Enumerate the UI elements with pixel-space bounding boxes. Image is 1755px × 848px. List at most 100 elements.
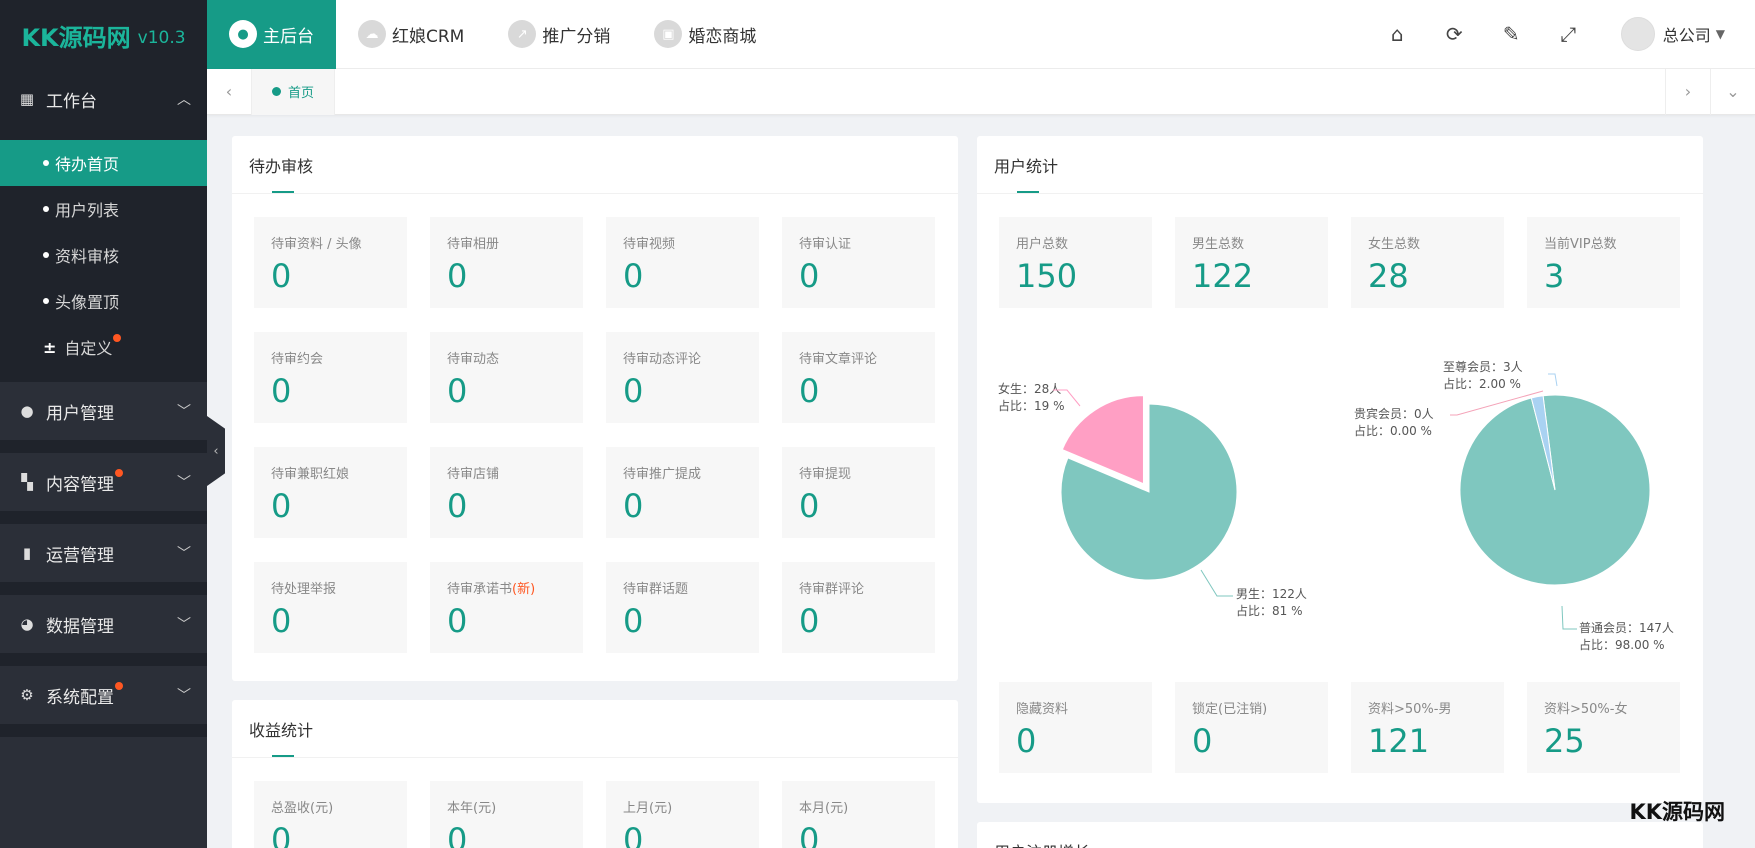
home-icon[interactable]: ⌂ [1390,22,1404,46]
stat-box[interactable]: 女生总数 28 [1351,217,1504,308]
sidebar-group-system-config[interactable]: ⚙ 系统配置 ﹀ [0,666,207,724]
stat-box[interactable]: 总盈收(元) 0 [254,781,407,848]
stat-label: 待审兼职红娘 [271,463,390,482]
stat-box[interactable]: 用户总数 150 [999,217,1152,308]
sidebar-group-label: 用户管理 [46,403,114,424]
stat-box[interactable]: 隐藏资料 0 [999,682,1152,773]
stat-value: 0 [447,372,468,410]
stat-value: 0 [447,257,468,295]
stat-box[interactable]: 男生总数 122 [1175,217,1328,308]
stat-label: 待审文章评论 [799,348,918,367]
stat-label-text: 锁定(已注销) [1192,702,1268,717]
refresh-icon[interactable]: ⟳ [1445,22,1463,46]
sidebar-item-custom[interactable]: ± 自定义 [0,324,207,370]
stat-box[interactable]: 待审文章评论 0 [782,332,935,423]
stat-box[interactable]: 待审约会 0 [254,332,407,423]
stat-box[interactable]: 待审动态评论 0 [606,332,759,423]
sidebar-item-user-list[interactable]: 用户列表 [0,186,207,232]
stat-box[interactable]: 本月(元) 0 [782,781,935,848]
user-stats-bottom-grid: 隐藏资料 0 锁定(已注销) 0 资料>50%-男 121 资料>50%-女 25 [999,682,1680,773]
sidebar-group-data-management[interactable]: ◕ 数据管理 ﹀ [0,595,207,653]
stat-box[interactable]: 资料>50%-男 121 [1351,682,1504,773]
stat-value: 0 [447,487,468,525]
clear-cache-icon[interactable]: ✎ [1502,22,1520,46]
stat-label-text: 待审承诺书 [447,582,513,597]
sidebar-item-todo-home[interactable]: 待办首页 [0,140,207,186]
stat-box[interactable]: 待审相册 0 [430,217,583,308]
divider [0,440,207,453]
stat-box[interactable]: 待审视频 0 [606,217,759,308]
chevron-left-icon: ‹ [225,82,233,101]
tab-crm[interactable]: ☁ 红娘CRM [336,0,486,69]
stat-label-text: 资料>50%-男 [1368,702,1452,717]
sidebar-group-user-management[interactable]: ● 用户管理 ﹀ [0,382,207,440]
stat-box[interactable]: 待审推广提成 0 [606,447,759,538]
sidebar-group-operations[interactable]: ▮ 运营管理 ﹀ [0,524,207,582]
pie-slice-0[interactable] [1459,394,1651,586]
pie-slice-0[interactable] [1060,403,1238,581]
stat-box[interactable]: 待审提现 0 [782,447,935,538]
sidebar-sub-list: 待办首页 用户列表 资料审核 头像置顶 ± 自定义 [0,128,207,382]
stat-box[interactable]: 当前VIP总数 3 [1527,217,1680,308]
logo[interactable]: KK源码网 v10.3 [0,0,207,70]
sidebar-item-label: 用户列表 [55,201,120,220]
stat-label: 隐藏资料 [1016,698,1135,717]
page-tab-home[interactable]: 首页 [252,68,336,115]
user-icon: ● [229,20,257,48]
stat-value: 0 [447,821,468,848]
stat-box[interactable]: 待审承诺书(新) 0 [430,562,583,653]
share-icon: ↗ [508,20,537,48]
tabs-scroll-left-button[interactable]: ‹ [207,68,252,115]
tab-label: 婚恋商城 [688,26,757,47]
stat-label-text: 待审约会 [271,352,324,367]
tabs-menu-button[interactable]: ⌄ [1710,68,1755,115]
stat-label: 待审视频 [623,233,742,252]
pending-review-card: 待办审核 待审资料 / 头像 0 待审相册 0 待审视频 0 待审认证 0 待审约会 0 待审动态 0… [232,136,958,681]
stat-box[interactable]: 本年(元) 0 [430,781,583,848]
notification-dot [115,682,123,690]
sidebar-group-workbench[interactable]: ▦ 工作台 ︿ [0,70,207,128]
stat-value: 0 [271,821,292,848]
stat-value: 122 [1192,257,1254,295]
pie-label-male: 男生：122人 [1236,587,1307,601]
stat-box[interactable]: 资料>50%-女 25 [1527,682,1680,773]
sidebar-group-label: 工作台 [46,91,97,112]
stat-box[interactable]: 待审认证 0 [782,217,935,308]
stat-box[interactable]: 待审店铺 0 [430,447,583,538]
stat-label-text: 待审动态 [447,352,500,367]
tabs-scroll-right-button[interactable]: › [1665,68,1710,115]
stat-box[interactable]: 待处理举报 0 [254,562,407,653]
sidebar-item-profile-review[interactable]: 资料审核 [0,232,207,278]
stat-box[interactable]: 待审群评论 0 [782,562,935,653]
tab-promotion[interactable]: ↗ 推广分销 [486,0,632,69]
stat-label-text: 待审文章评论 [799,352,878,367]
fullscreen-icon[interactable]: ⤢ [1560,22,1577,46]
pie-slice-1[interactable] [1061,395,1144,485]
stat-label: 待审群评论 [799,578,918,597]
stat-box[interactable]: 待审群话题 0 [606,562,759,653]
sidebar-group-label: 系统配置 [46,687,114,708]
sidebar-item-avatar-top[interactable]: 头像置顶 [0,278,207,324]
chevron-left-icon: ‹ [213,443,219,459]
chevron-down-icon: ﹀ [177,546,191,562]
stat-box[interactable]: 锁定(已注销) 0 [1175,682,1328,773]
stat-label-text: 待审资料 / 头像 [271,237,362,252]
tab-main-backend[interactable]: ● 主后台 [207,0,336,69]
user-menu[interactable]: 总公司 ▼ [1597,17,1755,51]
watermark: KK源码网 [1629,800,1725,824]
gender-pie-chart [1060,395,1238,581]
leader-line-vip [1450,390,1544,416]
stat-label-text: 隐藏资料 [1016,702,1069,717]
sidebar-group-content-management[interactable]: ▚ 内容管理 ﹀ [0,453,207,511]
pie-slice-1[interactable] [1530,395,1556,491]
stat-value: 0 [623,372,644,410]
stat-box[interactable]: 待审资料 / 头像 0 [254,217,407,308]
stat-value: 0 [799,487,820,525]
stat-box[interactable]: 上月(元) 0 [606,781,759,848]
stat-box[interactable]: 待审兼职红娘 0 [254,447,407,538]
divider [0,653,207,666]
pie-label-vip: 贵宾会员：0人 [1354,406,1434,421]
sidebar-collapse-button[interactable]: ‹ [207,416,225,486]
tab-mall[interactable]: ▣ 婚恋商城 [632,0,778,69]
stat-box[interactable]: 待审动态 0 [430,332,583,423]
